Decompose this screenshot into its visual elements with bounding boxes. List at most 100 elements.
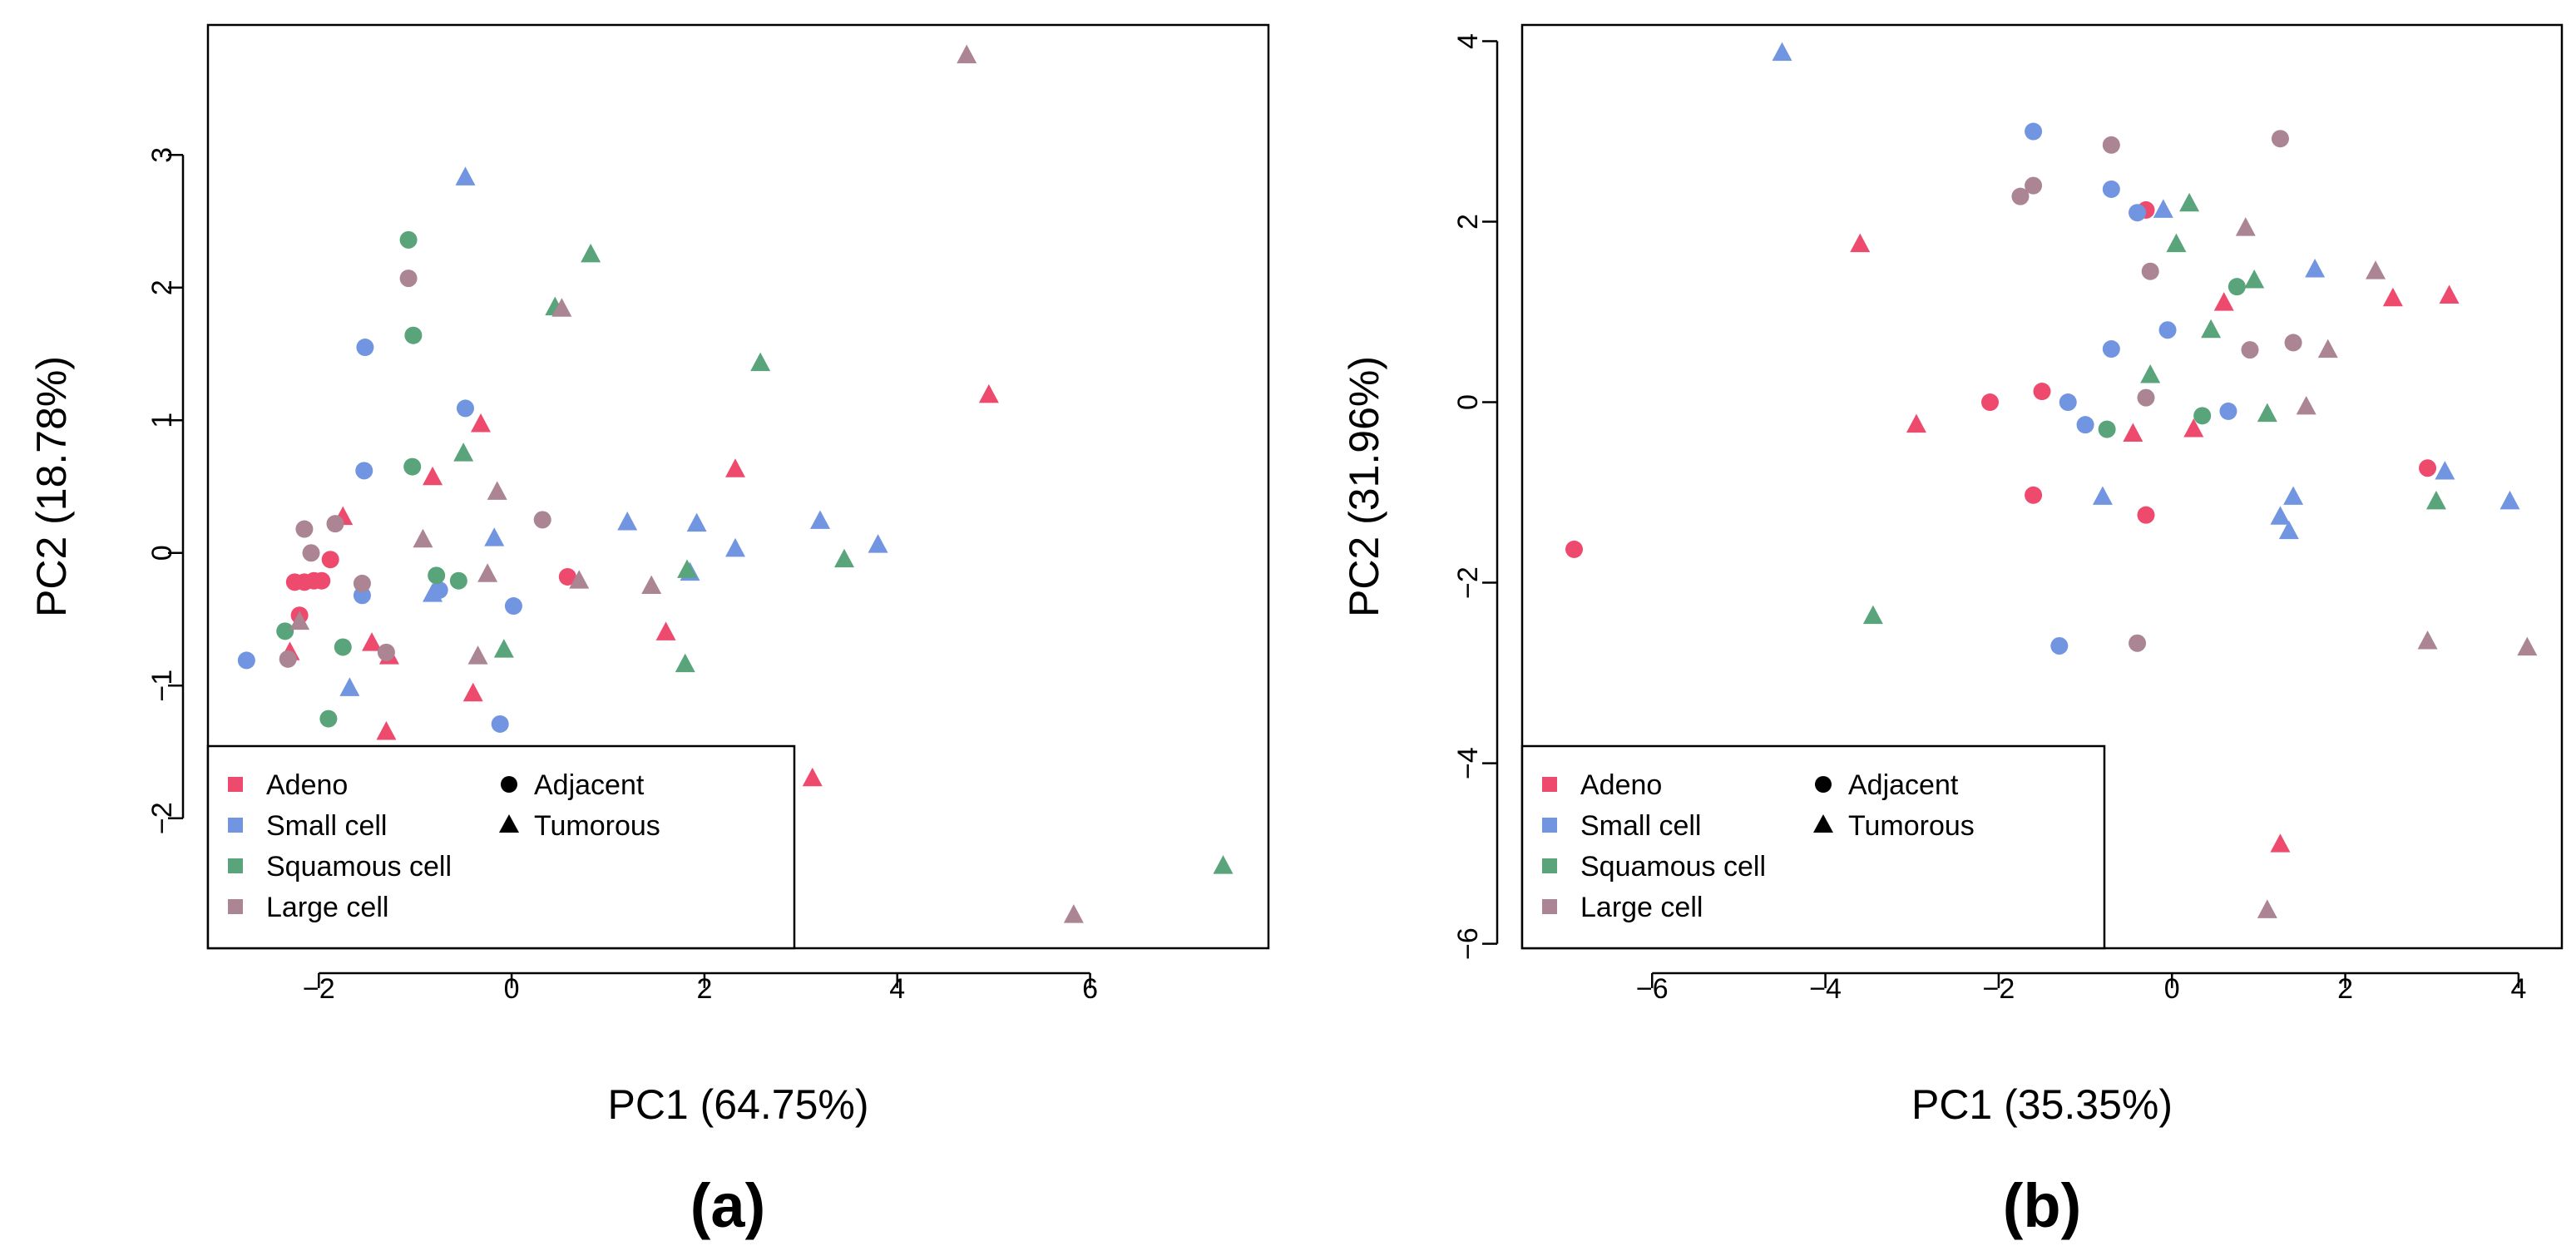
panel-b-point-squamous-cell-tumorous: [2201, 319, 2222, 339]
panel-b-legend-box: [1520, 744, 2106, 950]
panel-a-point-large-cell-adjacent: [326, 515, 344, 533]
panel-b-legend-label-small-cell: Small cell: [1580, 810, 1701, 842]
panel-b-point-small-cell-adjacent: [2076, 416, 2094, 434]
panel-a-point-small-cell-tumorous: [455, 166, 476, 185]
panel-a-point-adeno-tumorous: [471, 413, 492, 433]
panel-b-point-large-cell-adjacent: [2284, 334, 2302, 352]
panel-a-point-squamous-cell-tumorous: [453, 443, 474, 462]
panel-b-point-squamous-cell-tumorous: [2244, 269, 2265, 289]
panel-a-legend-label-adjacent: Adjacent: [534, 769, 645, 801]
panel-b-point-adeno-adjacent: [2137, 506, 2155, 524]
panel-a-legend-box: [206, 744, 796, 950]
panel-a-y-tick-label: 1: [146, 413, 178, 428]
panel-b-point-squamous-cell-tumorous: [2166, 233, 2187, 253]
panel-a-point-small-cell-adjacent: [491, 714, 509, 733]
panel-a-point-squamous-cell-adjacent: [276, 622, 294, 640]
panel-a-x-tick-label: 6: [1082, 973, 1098, 1005]
panel-b-point-large-cell-tumorous: [2517, 636, 2538, 656]
panel-a-y-tick-label: 0: [146, 545, 178, 561]
panel-b-point-squamous-cell-tumorous: [2140, 363, 2161, 383]
panel-a-x-tick-label: 0: [504, 973, 520, 1005]
panel-b-label: (b): [2003, 1171, 2082, 1240]
panel-a-point-adeno-adjacent: [558, 567, 576, 586]
panel-a-point-adeno-tumorous: [362, 632, 383, 651]
panel-b-x-tick-label: −2: [1983, 973, 2015, 1005]
panel-b-point-large-cell-adjacent: [2129, 634, 2147, 652]
panel-a-point-large-cell-tumorous: [641, 575, 662, 595]
panel-a: −2 0 2 4 6 −2 −1 0 1 2 3 PC1 (64.75%) PC2 (18.78%) (a…: [28, 23, 1270, 1240]
panel-a-point-squamous-cell-tumorous: [675, 653, 695, 673]
panel-a-y-tick-label: −2: [146, 802, 178, 834]
panel-b-point-adeno-tumorous: [1850, 233, 1871, 253]
panel-a-point-squamous-cell-adjacent: [428, 566, 446, 585]
panel-a-point-small-cell-tumorous: [725, 537, 746, 557]
panel-a-x-tick-label: 4: [889, 973, 905, 1005]
panel-b-legend-label-squamous-cell: Squamous cell: [1580, 851, 1766, 883]
panel-b-point-small-cell-tumorous: [2499, 490, 2520, 510]
panel-b-x-axis-title: PC1 (35.35%): [1911, 1081, 2173, 1128]
panel-b-point-adeno-tumorous: [2382, 287, 2403, 307]
panel-b-point-adeno-adjacent: [2025, 486, 2043, 504]
panel-a-point-large-cell-tumorous: [477, 563, 498, 582]
panel-b-point-small-cell-tumorous: [2283, 486, 2304, 505]
panel-b-point-small-cell-adjacent: [2129, 204, 2147, 222]
panel-a-point-adeno-tumorous: [802, 767, 823, 787]
panel-a-point-large-cell-tumorous: [467, 645, 488, 665]
panel-a-y-axis-title: PC2 (18.78%): [28, 356, 75, 617]
panel-a-x-tick-label: −2: [303, 973, 335, 1005]
panel-b-point-squamous-cell-tumorous: [2425, 490, 2446, 510]
panel-a-legend-marker-triangle: [499, 814, 519, 833]
panel-a-point-adeno-adjacent: [321, 551, 339, 569]
panel-b-point-adeno-tumorous: [2213, 292, 2234, 311]
panel-b-x-tick-label: −6: [1636, 973, 1669, 1005]
panel-a-point-large-cell-adjacent: [399, 269, 418, 288]
panel-a-point-large-cell-tumorous: [1063, 904, 1084, 923]
panel-a-point-large-cell-adjacent: [302, 544, 320, 562]
panel-b-point-large-cell-adjacent: [2141, 262, 2159, 280]
panel-a-point-squamous-cell-adjacent: [449, 571, 467, 590]
panel-b-legend-swatch-squamous-cell: [1542, 858, 1557, 873]
panel-a-legend-swatch-small-cell: [228, 818, 243, 833]
panel-b-x-tick-label: 4: [2510, 973, 2526, 1005]
panel-a-point-small-cell-tumorous: [868, 534, 888, 553]
panel-a-point-adeno-tumorous: [376, 721, 397, 740]
panel-a-point-squamous-cell-adjacent: [334, 638, 352, 656]
panel-b-point-large-cell-adjacent: [2137, 388, 2155, 407]
panel-b-point-large-cell-adjacent: [2011, 187, 2030, 205]
panel-b-y-tick-label: −6: [1452, 927, 1484, 960]
panel-a-point-large-cell-adjacent: [353, 574, 371, 592]
panel-b-point-small-cell-tumorous: [2435, 461, 2455, 480]
panel-a-point-large-cell-tumorous: [413, 528, 433, 548]
panel-b-point-adeno-tumorous: [2123, 423, 2143, 442]
panel-a-legend-label-small-cell: Small cell: [266, 810, 387, 842]
panel-a-point-small-cell-adjacent: [353, 586, 371, 605]
panel-a-point-large-cell-tumorous: [289, 611, 310, 630]
panel-b-y-tick-label: 2: [1452, 214, 1484, 230]
panel-b-legend-label-adeno: Adeno: [1580, 769, 1662, 801]
panel-b-legend-label-tumorous: Tumorous: [1848, 810, 1975, 842]
panel-a-legend-swatch-adeno: [228, 777, 243, 792]
panel-b-point-adeno-adjacent: [1981, 393, 1999, 412]
panel-b-point-large-cell-tumorous: [2296, 395, 2316, 415]
panel-b-point-adeno-adjacent: [1565, 540, 1583, 558]
panel-a-point-squamous-cell-adjacent: [319, 710, 338, 728]
panel-a-point-squamous-cell-tumorous: [581, 243, 601, 263]
panel-b-point-squamous-cell-tumorous: [1862, 605, 1883, 625]
panel-b-point-large-cell-adjacent: [2241, 341, 2259, 359]
panel-a-point-large-cell-tumorous: [551, 298, 572, 317]
panel-b-y-tick-label: −4: [1452, 747, 1484, 779]
panel-b-legend-label-adjacent: Adjacent: [1848, 769, 1959, 801]
panel-b-points: [1565, 42, 2538, 918]
panel-b-point-adeno-tumorous: [2183, 418, 2204, 438]
panel-a-point-adeno-tumorous: [725, 458, 746, 477]
panel-a-label: (a): [690, 1171, 765, 1240]
panel-b-point-large-cell-tumorous: [2366, 260, 2386, 279]
panel-a-point-small-cell-tumorous: [686, 512, 707, 532]
panel-a-legend-label-squamous-cell: Squamous cell: [266, 851, 452, 883]
panel-b-point-squamous-cell-adjacent: [2193, 407, 2212, 425]
panel-a-point-small-cell-adjacent: [504, 597, 522, 616]
panel-b-legend: Adeno Small cell Squamous cell Large cell Ad…: [1520, 744, 2106, 950]
panel-b-point-adeno-tumorous: [1906, 413, 1926, 433]
panel-a-point-large-cell-adjacent: [295, 520, 314, 538]
panel-a-point-small-cell-tumorous: [617, 512, 638, 531]
